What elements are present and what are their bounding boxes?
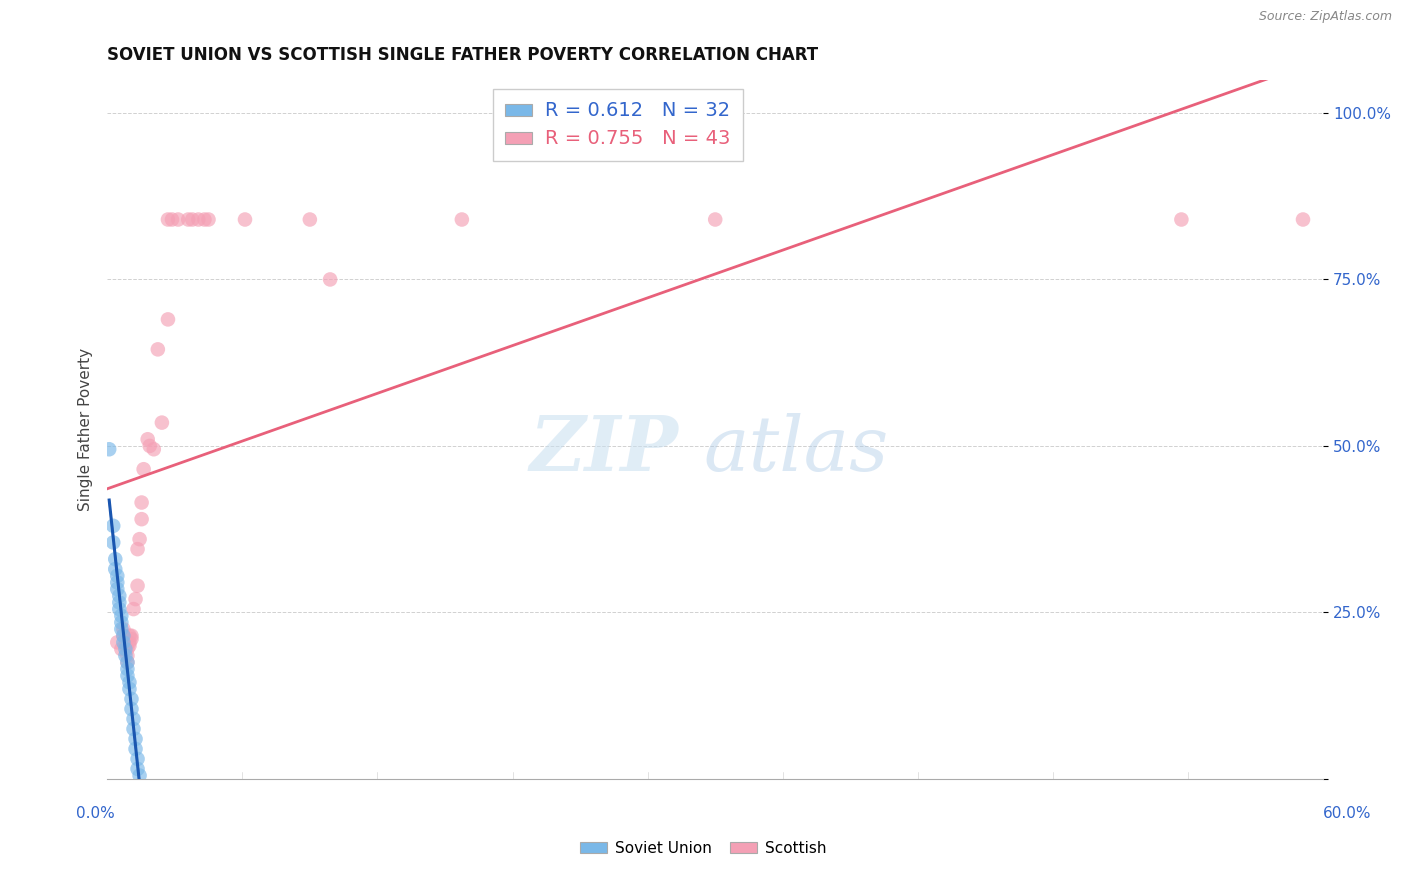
Legend: Soviet Union, Scottish: Soviet Union, Scottish <box>574 835 832 862</box>
Point <box>1292 212 1315 227</box>
Point <box>132 462 155 476</box>
Point <box>121 629 143 643</box>
Point <box>118 639 141 653</box>
Point <box>150 416 173 430</box>
Point <box>104 552 127 566</box>
Point <box>127 762 149 776</box>
Point <box>136 432 159 446</box>
Point <box>131 512 153 526</box>
Point <box>121 632 143 646</box>
Point <box>138 439 160 453</box>
Point <box>110 608 132 623</box>
Point <box>121 702 143 716</box>
Point <box>160 212 183 227</box>
Point <box>128 768 150 782</box>
Text: atlas: atlas <box>703 413 889 487</box>
Point <box>156 312 179 326</box>
Point <box>117 668 139 682</box>
Point <box>156 212 179 227</box>
Text: 60.0%: 60.0% <box>1323 806 1371 821</box>
Point <box>117 648 139 663</box>
Point <box>110 642 132 657</box>
Point <box>298 212 321 227</box>
Point <box>233 212 256 227</box>
Point <box>117 656 139 670</box>
Point <box>121 692 143 706</box>
Point <box>118 635 141 649</box>
Y-axis label: Single Father Poverty: Single Father Poverty <box>79 348 93 511</box>
Point <box>112 629 135 643</box>
Point <box>114 648 136 663</box>
Point <box>122 712 145 726</box>
Text: Source: ZipAtlas.com: Source: ZipAtlas.com <box>1258 10 1392 22</box>
Point <box>114 632 136 646</box>
Point <box>122 722 145 736</box>
Point <box>118 675 141 690</box>
Point <box>110 615 132 630</box>
Point <box>114 639 136 653</box>
Point <box>124 742 146 756</box>
Point <box>187 212 209 227</box>
Point <box>193 212 215 227</box>
Point <box>167 212 190 227</box>
Point <box>1170 212 1192 227</box>
Point <box>105 575 128 590</box>
Point <box>124 731 146 746</box>
Point <box>117 662 139 676</box>
Point <box>117 642 139 657</box>
Point <box>122 602 145 616</box>
Point <box>118 681 141 696</box>
Point <box>98 442 121 457</box>
Text: ZIP: ZIP <box>530 413 679 487</box>
Point <box>117 656 139 670</box>
Point <box>319 272 342 286</box>
Point <box>114 642 136 657</box>
Point <box>104 562 127 576</box>
Point <box>112 622 135 636</box>
Point <box>108 595 131 609</box>
Point <box>108 602 131 616</box>
Point <box>197 212 219 227</box>
Point <box>105 582 128 596</box>
Point <box>142 442 165 457</box>
Point <box>108 589 131 603</box>
Point <box>450 212 472 227</box>
Point <box>131 495 153 509</box>
Point <box>118 629 141 643</box>
Point <box>110 622 132 636</box>
Point <box>103 535 125 549</box>
Point <box>704 212 727 227</box>
Point <box>105 568 128 582</box>
Point <box>112 629 135 643</box>
Point <box>105 635 128 649</box>
Point <box>127 542 149 557</box>
Point <box>181 212 204 227</box>
Point <box>127 579 149 593</box>
Point <box>112 635 135 649</box>
Point <box>177 212 200 227</box>
Text: 0.0%: 0.0% <box>76 806 115 821</box>
Point <box>127 752 149 766</box>
Legend: R = 0.612   N = 32, R = 0.755   N = 43: R = 0.612 N = 32, R = 0.755 N = 43 <box>492 88 744 161</box>
Point <box>128 532 150 546</box>
Point <box>124 592 146 607</box>
Text: SOVIET UNION VS SCOTTISH SINGLE FATHER POVERTY CORRELATION CHART: SOVIET UNION VS SCOTTISH SINGLE FATHER P… <box>107 46 818 64</box>
Point <box>103 518 125 533</box>
Point <box>146 343 169 357</box>
